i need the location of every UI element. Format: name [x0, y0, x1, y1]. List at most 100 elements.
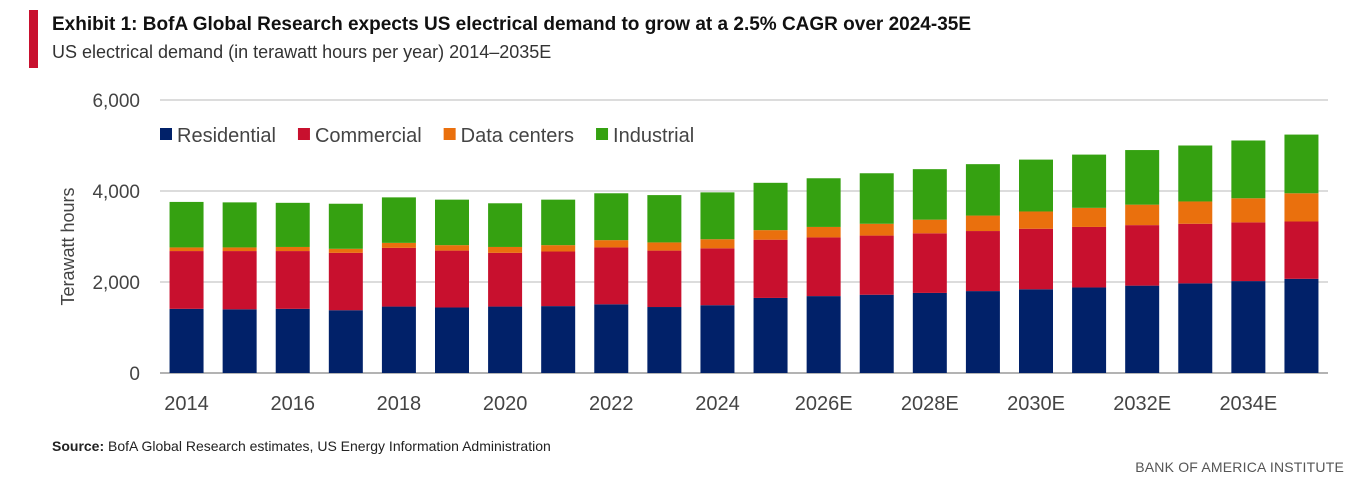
legend-label-industrial: Industrial [613, 125, 694, 147]
x-tick-label: 2028E [901, 393, 959, 415]
legend-swatch-residential [160, 128, 172, 140]
stacked-bar-chart: 0 2,000 4,000 6,000 Terawatt hours 2014 2016 20… [58, 91, 1328, 415]
bar-residential-2023 [647, 307, 682, 373]
bar-industrial-2034E [1231, 140, 1266, 199]
bar-data-centers-2028E [912, 219, 947, 234]
legend-swatch-data-centers [443, 128, 456, 140]
bar-residential-2027E [859, 294, 894, 373]
bar-data-centers-2035E [1284, 193, 1319, 222]
bar-industrial-2015 [222, 202, 257, 248]
source-note: Source: BofA Global Research estimates, … [52, 438, 551, 454]
bar-commercial-2019 [435, 250, 469, 308]
bar-data-centers-2033E [1178, 201, 1213, 224]
bar-commercial-2023 [647, 250, 682, 308]
bar-residential-2016 [275, 308, 310, 373]
y-tick-label: 0 [129, 364, 140, 385]
bar-industrial-2018 [381, 197, 416, 243]
bar-commercial-2017 [328, 252, 363, 311]
bar-residential-2019 [435, 307, 469, 373]
x-tick-label: 2024 [695, 393, 740, 415]
bar-industrial-2020 [488, 203, 523, 247]
legend-label-commercial: Commercial [315, 125, 422, 147]
bar-residential-2034E [1231, 281, 1266, 373]
bar-residential-2017 [328, 310, 363, 373]
bar-data-centers-2034E [1231, 198, 1266, 223]
bar-industrial-2014 [169, 201, 204, 248]
bar-data-centers-2014 [169, 247, 204, 252]
bar-commercial-2014 [169, 251, 204, 309]
bar-commercial-2026E [806, 237, 841, 297]
bar-industrial-2024 [700, 192, 735, 240]
bar-data-centers-2021 [541, 245, 576, 252]
bar-data-centers-2031E [1072, 207, 1107, 227]
bar-commercial-2020 [488, 252, 523, 307]
y-tick-label: 6,000 [92, 91, 140, 112]
bar-commercial-2027E [859, 235, 894, 295]
x-tick-label: 2016 [270, 393, 315, 415]
brand-footer: BANK OF AMERICA INSTITUTE [1135, 459, 1344, 475]
bar-industrial-2025E [753, 182, 788, 231]
y-tick-label: 2,000 [92, 273, 140, 294]
y-axis-label: Terawatt hours [58, 187, 78, 305]
bar-commercial-2030E [1019, 228, 1053, 290]
bar-residential-2022 [594, 304, 629, 373]
bar-commercial-2029E [965, 231, 1000, 292]
bar-residential-2035E [1284, 278, 1319, 373]
bar-commercial-2031E [1072, 226, 1107, 288]
bar-residential-2014 [169, 308, 204, 373]
x-tick-label: 2020 [483, 393, 528, 415]
exhibit-subtitle: US electrical demand (in terawatt hours … [52, 42, 552, 62]
legend-label-data-centers: Data centers [461, 125, 574, 147]
bar-data-centers-2020 [488, 246, 523, 253]
bar-residential-2029E [965, 291, 1000, 373]
bar-data-centers-2017 [328, 248, 363, 253]
bar-industrial-2019 [435, 199, 469, 246]
x-tick-label: 2026E [795, 393, 853, 415]
x-tick-label: 2018 [377, 393, 422, 415]
bar-industrial-2021 [541, 199, 576, 246]
bar-industrial-2030E [1019, 159, 1053, 212]
bar-data-centers-2023 [647, 242, 682, 251]
bar-industrial-2031E [1072, 154, 1107, 208]
bar-residential-2025E [753, 297, 788, 373]
bar-commercial-2032E [1125, 225, 1160, 286]
bar-commercial-2016 [275, 251, 310, 309]
bar-data-centers-2018 [381, 242, 416, 248]
bar-commercial-2035E [1284, 221, 1319, 279]
y-tick-label: 4,000 [92, 182, 140, 203]
bar-commercial-2034E [1231, 222, 1266, 282]
bar-data-centers-2016 [275, 246, 310, 252]
legend-swatch-industrial [596, 128, 609, 140]
source-label: Source: [52, 438, 105, 454]
bar-commercial-2033E [1178, 223, 1213, 284]
x-tick-label: 2014 [164, 393, 209, 415]
bar-data-centers-2032E [1125, 204, 1160, 226]
bar-commercial-2028E [912, 233, 947, 293]
bar-data-centers-2015 [222, 247, 257, 252]
bar-data-centers-2025E [753, 230, 788, 240]
x-tick-label: 2032E [1113, 393, 1171, 415]
bar-industrial-2022 [594, 193, 629, 241]
bar-residential-2026E [806, 296, 841, 373]
bar-data-centers-2027E [859, 223, 894, 236]
bar-data-centers-2022 [594, 240, 629, 248]
bar-industrial-2016 [275, 202, 310, 247]
title-accent-bar [29, 10, 38, 68]
legend-label-residential: Residential [177, 125, 276, 147]
bar-data-centers-2024 [700, 239, 735, 249]
bar-commercial-2022 [594, 247, 629, 305]
bar-data-centers-2030E [1019, 211, 1053, 229]
bar-industrial-2017 [328, 203, 363, 249]
source-text: BofA Global Research estimates, US Energ… [104, 438, 551, 454]
x-tick-label: 2034E [1219, 393, 1277, 415]
bar-commercial-2018 [381, 247, 416, 307]
bar-industrial-2033E [1178, 145, 1213, 202]
exhibit-title: Exhibit 1: BofA Global Research expects … [52, 14, 971, 35]
bar-residential-2018 [381, 306, 416, 373]
bar-industrial-2026E [806, 178, 841, 227]
x-tick-label: 2022 [589, 393, 634, 415]
bar-industrial-2023 [647, 195, 682, 243]
bar-industrial-2028E [912, 169, 947, 220]
legend-swatch-commercial [297, 128, 310, 140]
bar-data-centers-2029E [965, 215, 1000, 232]
